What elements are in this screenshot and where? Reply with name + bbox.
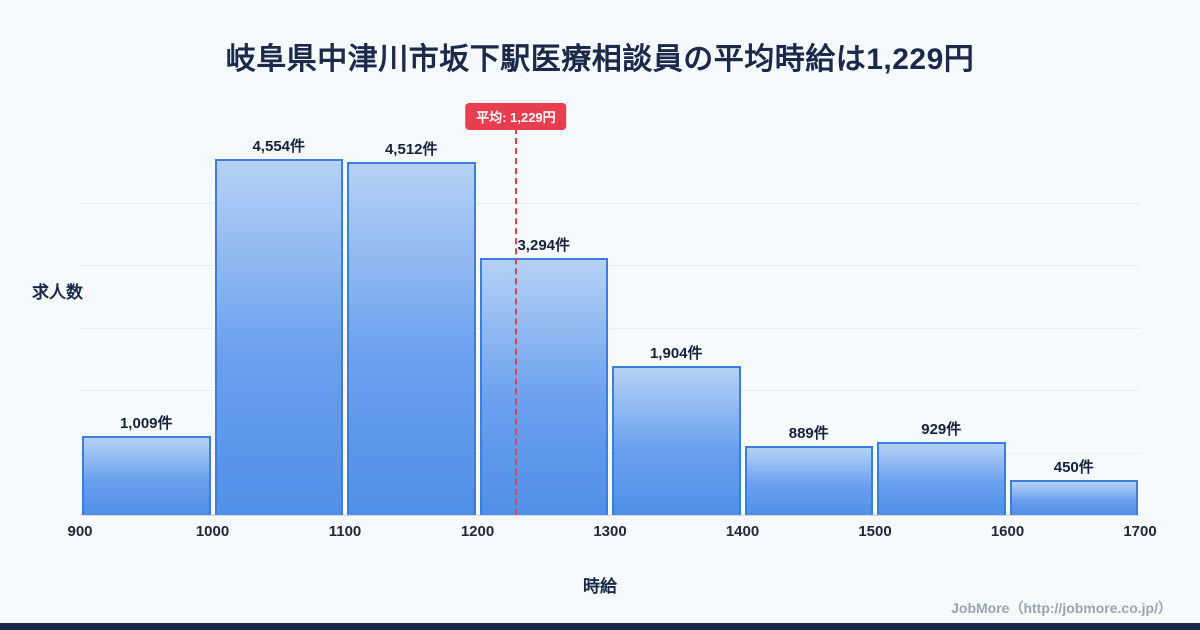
bar-value-label: 4,554件 <box>252 138 306 155</box>
source-credit: JobMore（http://jobmore.co.jp/） <box>951 600 1172 616</box>
histogram-bar <box>877 442 1006 515</box>
average-line <box>514 128 517 515</box>
gridline <box>80 265 1140 266</box>
gridline <box>80 202 1140 204</box>
histogram-bar <box>1009 480 1138 515</box>
bar-value-label: 3,294件 <box>517 237 571 254</box>
x-tick-label: 1300 <box>593 523 627 540</box>
average-badge: 平均: 1,229円 <box>465 103 567 130</box>
x-tick-label: 1400 <box>725 523 760 540</box>
histogram-bar <box>479 258 608 515</box>
bar-value-label: 1,009件 <box>119 415 173 432</box>
x-tick-label: 1700 <box>1123 523 1157 540</box>
x-axis-line <box>80 515 1140 516</box>
x-tick-label: 1000 <box>195 523 230 540</box>
y-axis-label: 求人数 <box>32 283 83 302</box>
page-title: 岐阜県中津川市坂下駅医療相談員の平均時給は1,229円 <box>225 43 975 76</box>
histogram-bar <box>612 366 741 515</box>
x-tick-label: 900 <box>67 523 93 540</box>
gridline <box>80 390 1140 391</box>
gridline <box>80 327 1140 329</box>
histogram-bar <box>82 436 211 515</box>
bar-value-label: 929件 <box>921 421 962 438</box>
x-tick-label: 1600 <box>990 523 1025 540</box>
bar-value-label: 4,512件 <box>384 141 438 158</box>
gridline <box>80 452 1140 454</box>
x-tick-label: 1100 <box>328 523 362 540</box>
x-tick-label: 1500 <box>858 523 892 540</box>
wage-histogram-plot: 1,009件 4,554件 4,512件 3,294件 1,904件 889件 929件 45… <box>80 103 1140 516</box>
bar-value-label: 1,904件 <box>649 345 703 362</box>
bottom-accent-bar <box>0 623 1200 630</box>
x-axis-label: 時給 <box>583 577 617 596</box>
histogram-bar <box>744 446 873 515</box>
x-tick-label: 1200 <box>460 523 495 540</box>
bar-value-label: 450件 <box>1053 459 1094 476</box>
bar-value-label: 889件 <box>788 425 829 442</box>
histogram-bar <box>214 159 343 515</box>
histogram-bar <box>347 162 476 515</box>
